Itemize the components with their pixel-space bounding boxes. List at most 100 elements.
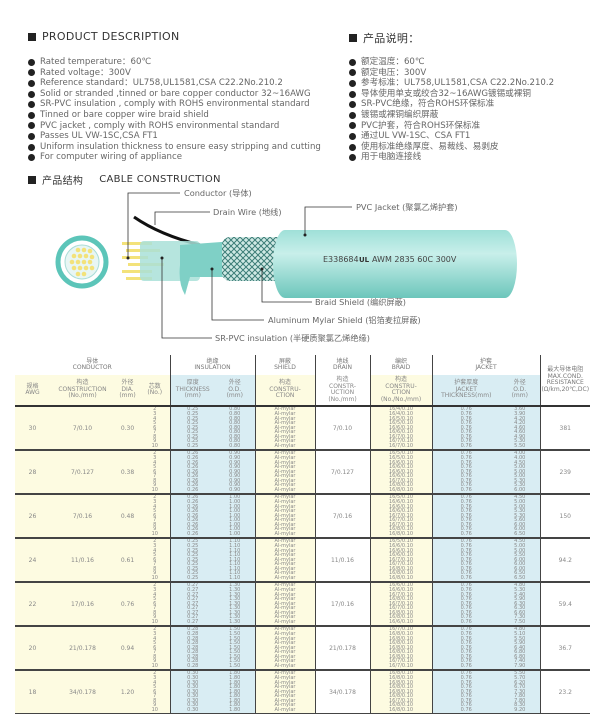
table-row-group: 30 7/0.10 0.30 2 3 4 5 6 7 8 9 10 0.25 0.25 0.25 0.25 0.… xyxy=(15,406,590,451)
cell-cores-value: 7 xyxy=(153,605,157,612)
cell-braid-value: 16/8/0.10 xyxy=(388,640,414,647)
cell-braid-value: 16/8/0.10 xyxy=(388,609,414,616)
bullet-dot-icon xyxy=(349,90,356,98)
cell-cores-value: 10 xyxy=(151,443,158,450)
cell-jacket-od-value: 5.00 xyxy=(514,473,526,480)
bullet-text: 通过UL VW-1SC、CSA FT1 xyxy=(361,131,471,142)
cell-shield-value: Al-mylar xyxy=(274,614,296,621)
cell-braid-value: 16/7/0.10 xyxy=(388,697,414,704)
cable-cross-section xyxy=(55,235,109,289)
cell-shield-value: Al-mylar xyxy=(274,512,296,519)
cell-shield-value: Al-mylar xyxy=(274,561,296,568)
cell-awg: 30 xyxy=(15,406,50,451)
cell-ins-thickness-value: 0.25 xyxy=(187,410,199,417)
cell-jacket-od-value: 9.20 xyxy=(514,707,526,714)
cell-braid-value: 16/6/0.10 xyxy=(388,619,414,626)
print-rating: AWM 2835 60C 300V xyxy=(372,255,457,264)
cell-braid-value: 16/7/0.10 xyxy=(388,517,414,524)
bullet-dot-icon xyxy=(28,154,35,162)
table-row-group: 22 17/0.16 0.76 2 3 4 5 6 7 8 9 10 0.27 0.27 0.27 0.27 0… xyxy=(15,582,590,627)
cell-jacket-od-value: 5.00 xyxy=(514,547,526,554)
cell-jacket-thickness-value: 0.76 xyxy=(460,697,472,704)
cell-shield-value: Al-mylar xyxy=(274,658,296,665)
cell-shield-value: Al-mylar xyxy=(274,477,296,484)
cell-cores-value: 9 xyxy=(153,658,157,665)
cell-ins-thickness-value: 0.26 xyxy=(187,521,199,528)
cell-ins-thickness-value: 0.28 xyxy=(187,640,199,647)
cell-jacket-od-value: 6.70 xyxy=(514,684,526,691)
cell-ins-thickness-value: 0.25 xyxy=(187,406,199,413)
cell-ins-od-value: 0.80 xyxy=(229,406,241,413)
print-code: E338684 xyxy=(323,255,359,264)
cell-braid-value: 16/6/0.10 xyxy=(388,459,414,466)
cell-cores-value: 4 xyxy=(153,503,157,510)
cell-braid-value: 16/5/0.10 xyxy=(388,450,414,457)
cell-cores-value: 7 xyxy=(153,693,157,700)
cell-jacket-thickness-value: 0.76 xyxy=(460,626,472,633)
cell-ins-thickness-value: 0.28 xyxy=(187,626,199,633)
cell-jacket-thickness-value: 0.76 xyxy=(460,482,472,489)
cell-ins-thickness-value: 0.30 xyxy=(187,688,199,695)
cell-shield-value: Al-mylar xyxy=(274,697,296,704)
cell-ins-od-value: 1.50 xyxy=(229,649,241,656)
cell-cores-value: 2 xyxy=(153,538,157,545)
bullet-text: 参考标准：UL758,UL1581,CSA C22.2No.210.2 xyxy=(361,78,555,89)
cell-braid-value: 16/8/0.10 xyxy=(388,674,414,681)
cell-ins-od: 1.50 1.50 1.50 1.50 1.50 1.50 1.50 1.50 1.50 xyxy=(215,626,255,671)
cell-jacket-thickness-value: 0.76 xyxy=(460,570,472,577)
col-jacket-od: 外径 O.D. (mm) xyxy=(500,375,540,407)
cell-cores-value: 8 xyxy=(153,653,157,660)
cell-ins-thickness-value: 0.27 xyxy=(187,582,199,589)
cell-ins-thickness-value: 0.26 xyxy=(187,450,199,457)
cell-braid-value: 16/6/0.10 xyxy=(388,547,414,554)
cell-jacket-thickness: 0.76 0.76 0.76 0.76 0.76 0.76 0.76 0.76 0.76 xyxy=(431,450,500,495)
cell-jacket-thickness-value: 0.76 xyxy=(460,420,472,427)
bullet-item: PVC jacket , comply with ROHS environmen… xyxy=(28,121,321,132)
description-list-en: Rated temperature：60℃ Rated voltage：300V R… xyxy=(28,57,321,163)
cell-ins-thickness-value: 0.27 xyxy=(187,605,199,612)
cell-ins-thickness-value: 0.25 xyxy=(187,565,199,572)
cell-jacket-od-value: 5.00 xyxy=(514,468,526,475)
cell-jacket-thickness-value: 0.76 xyxy=(460,575,472,582)
cell-braid-value: 16/6/0.10 xyxy=(388,582,414,589)
cell-drain: 34/0.178 xyxy=(314,670,370,714)
cell-shield-value: Al-mylar xyxy=(274,630,296,637)
cell-ins-od-value: 1.30 xyxy=(229,596,241,603)
cell-shield: Al-mylar Al-mylar Al-mylar Al-mylar Al-mylar… xyxy=(254,538,315,583)
cell-shield-value: Al-mylar xyxy=(274,702,296,709)
cell-ins-od-value: 1.10 xyxy=(229,538,241,545)
col-ins-od: 外径 O.D. (mm) xyxy=(215,375,255,407)
cell-resistance: 150 xyxy=(539,494,590,539)
cell-cores-value: 8 xyxy=(153,609,157,616)
cell-braid-value: 16/7/0.10 xyxy=(388,438,414,445)
bullet-dot-icon xyxy=(28,101,35,109)
cell-braid-value: 16/6/0.10 xyxy=(388,586,414,593)
cell-jacket-od-value: 4.80 xyxy=(514,582,526,589)
cell-ins-od-value: 0.90 xyxy=(229,473,241,480)
cell-jacket-od: 4.80 5.10 5.50 5.90 6.40 6.80 6.80 7.40 7.90 xyxy=(500,626,540,671)
cell-braid-value: 16/7/0.10 xyxy=(388,663,414,670)
col-shield-construction: 构造 CONSTRU- CTION xyxy=(254,375,315,407)
cell-awg: 24 xyxy=(15,538,50,583)
cell-shield-value: Al-mylar xyxy=(274,596,296,603)
cell-construction: 21/0.178 xyxy=(50,626,115,671)
cell-ins-od-value: 1.00 xyxy=(229,494,241,501)
product-description-heading: PRODUCT DESCRIPTION xyxy=(28,30,180,43)
cell-jacket-od: 4.00 4.00 4.50 5.00 5.00 5.00 5.30 5.30 6.00 xyxy=(500,450,540,495)
cell-braid-value: 16/8/0.10 xyxy=(388,707,414,714)
cell-braid: 16/8/0.10 16/8/0.10 16/8/0.10 16/8/0.10 16/8… xyxy=(369,670,432,714)
pvc-jacket xyxy=(273,230,517,298)
cell-shield-value: Al-mylar xyxy=(274,626,296,633)
group-conductor: 导体 CONDUCTOR xyxy=(72,357,112,371)
cell-ins-od-value: 0.80 xyxy=(229,429,241,436)
cell-cores-value: 9 xyxy=(153,482,157,489)
cell-construction: 11/0.16 xyxy=(50,538,115,583)
bullet-text: PVC护套，符合ROHS环保标准 xyxy=(361,120,481,131)
group-jacket: 护套 JACKET xyxy=(431,355,540,375)
cell-jacket-od-value: 6.50 xyxy=(514,570,526,577)
cell-ins-od-value: 1.00 xyxy=(229,526,241,533)
cell-ins-thickness: 0.25 0.25 0.25 0.25 0.25 0.25 0.25 0.25 0.25 xyxy=(169,406,215,451)
cell-drain: 11/0.16 xyxy=(314,538,370,583)
cell-shield-value: Al-mylar xyxy=(274,517,296,524)
cell-jacket-thickness-value: 0.76 xyxy=(460,635,472,642)
